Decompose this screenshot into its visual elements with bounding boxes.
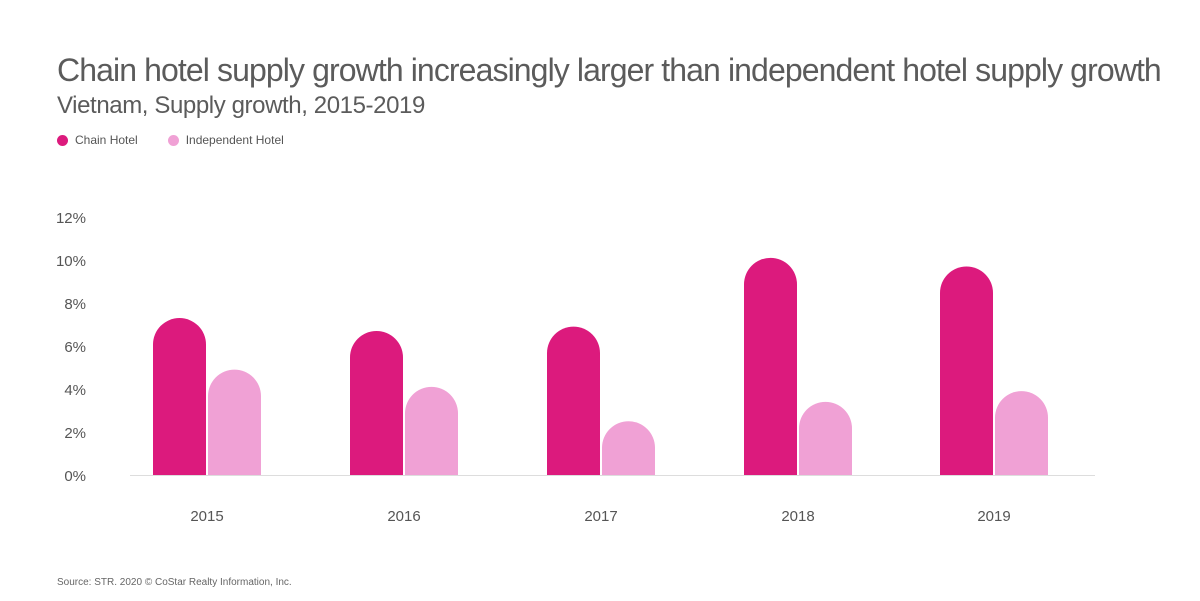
legend-label-chain-hotel: Chain Hotel	[75, 133, 138, 147]
x-tick-label: 2016	[387, 508, 420, 525]
bar-independent-hotel-2019	[995, 391, 1048, 475]
bar-independent-hotel-2015	[208, 369, 261, 475]
legend-swatch-chain-hotel	[57, 134, 68, 146]
legend: Chain Hotel Independent Hotel	[57, 133, 314, 147]
y-tick-label: 8%	[64, 296, 86, 313]
bar-chain-hotel-2017	[547, 326, 600, 475]
y-tick-label: 0%	[64, 468, 86, 485]
bar-independent-hotel-2016	[405, 386, 458, 475]
x-tick-label: 2017	[584, 508, 617, 525]
x-tick-label: 2018	[781, 508, 814, 525]
legend-label-independent-hotel: Independent Hotel	[185, 133, 284, 147]
chart-subtitle: Vietnam, Supply growth, 2015-2019	[57, 92, 425, 119]
bar-independent-hotel-2017	[602, 421, 655, 475]
y-tick-label: 6%	[64, 339, 86, 356]
legend-item-chain-hotel: Chain Hotel	[57, 133, 138, 147]
source-note: Source: STR. 2020 © CoStar Realty Inform…	[57, 577, 292, 588]
y-tick-label: 2%	[64, 425, 86, 442]
bar-chain-hotel-2018	[744, 257, 797, 475]
bar-independent-hotel-2018	[799, 401, 852, 475]
bar-chain-hotel-2019	[940, 266, 993, 475]
bar-chain-hotel-2015	[153, 318, 206, 475]
x-tick-label: 2019	[977, 508, 1010, 525]
legend-swatch-independent-hotel	[167, 134, 179, 146]
y-tick-label: 10%	[56, 253, 86, 270]
bar-chain-hotel-2016	[350, 330, 403, 475]
x-tick-label: 2015	[190, 508, 223, 525]
legend-item-independent-hotel: Independent Hotel	[167, 133, 284, 147]
y-tick-label: 4%	[64, 382, 86, 399]
y-tick-label: 12%	[56, 210, 86, 227]
chart-title: Chain hotel supply growth increasingly l…	[57, 52, 1162, 88]
